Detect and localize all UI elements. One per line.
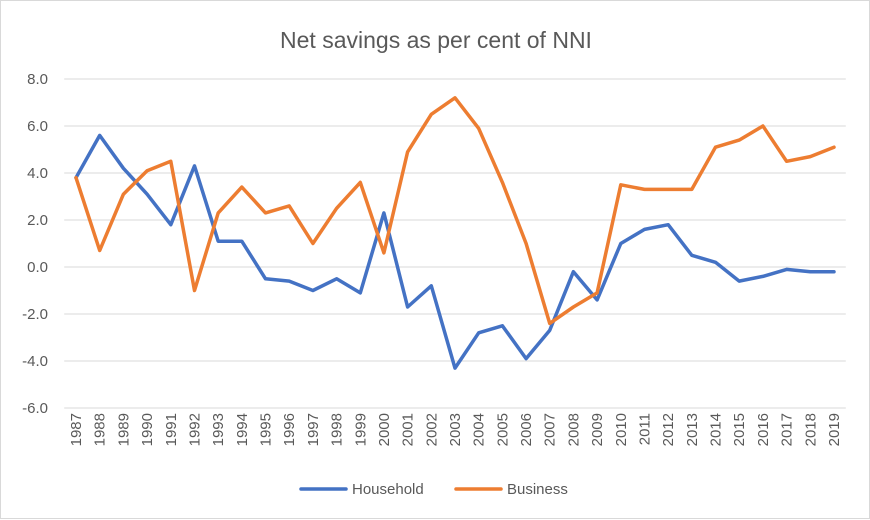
series-line-household	[74, 133, 836, 370]
x-tick-label: 2004	[471, 413, 488, 446]
y-tick-label: -6.0	[22, 400, 48, 417]
legend-label-household: Household	[352, 481, 424, 498]
x-tick-label: 2011	[636, 413, 653, 445]
x-tick-label: 2018	[802, 413, 819, 446]
x-tick-label: 1999	[352, 413, 369, 446]
y-axis-ticks: 8.0 6.0 4.0 2.0 0.0 -2.0 -4.0 -6.0	[22, 71, 48, 417]
x-tick-label: 1996	[281, 413, 298, 446]
x-tick-label: 1997	[305, 413, 322, 446]
x-tick-label: 2005	[494, 413, 511, 446]
x-tick-label: 2007	[542, 413, 559, 446]
x-tick-label: 1989	[115, 413, 132, 446]
x-tick-label: 2000	[376, 413, 393, 446]
x-tick-label: 2010	[613, 413, 630, 446]
y-tick-label: 0.0	[27, 259, 48, 276]
x-tick-label: 2016	[755, 413, 772, 446]
x-axis-ticks: 1987 1988 1989 1990 1991 1992 1993 1994 1995 1996…	[68, 413, 843, 446]
gridlines	[64, 78, 846, 409]
y-tick-label: 6.0	[27, 118, 48, 135]
x-tick-label: 2015	[731, 413, 748, 446]
y-tick-label: 2.0	[27, 212, 48, 229]
y-tick-label: -2.0	[22, 306, 48, 323]
x-tick-label: 2019	[826, 413, 843, 446]
x-tick-label: 2009	[589, 413, 606, 446]
x-tick-label: 2014	[708, 413, 725, 446]
x-tick-label: 1994	[234, 413, 251, 446]
x-tick-label: 1988	[92, 413, 109, 446]
x-tick-label: 1993	[210, 413, 227, 446]
series-line-business	[74, 96, 836, 326]
x-tick-label: 2013	[684, 413, 701, 446]
x-tick-label: 1987	[68, 413, 85, 446]
x-tick-label: 1990	[139, 413, 156, 446]
series-lines	[74, 96, 836, 370]
y-tick-label: 4.0	[27, 165, 48, 182]
legend: Household Business	[299, 481, 568, 498]
legend-label-business: Business	[507, 481, 568, 498]
x-tick-label: 2001	[400, 413, 417, 446]
chart-title: Net savings as per cent of NNI	[280, 27, 592, 53]
x-tick-label: 1995	[258, 413, 275, 446]
x-tick-label: 1998	[329, 413, 346, 446]
x-tick-label: 2017	[779, 413, 796, 446]
x-tick-label: 1992	[186, 413, 203, 446]
x-tick-label: 2008	[565, 413, 582, 446]
x-tick-label: 2003	[447, 413, 464, 446]
y-tick-label: 8.0	[27, 71, 48, 88]
y-tick-label: -4.0	[22, 353, 48, 370]
x-tick-label: 2006	[518, 413, 535, 446]
x-tick-label: 2002	[423, 413, 440, 446]
x-tick-label: 2012	[660, 413, 677, 446]
x-tick-label: 1991	[163, 413, 180, 446]
